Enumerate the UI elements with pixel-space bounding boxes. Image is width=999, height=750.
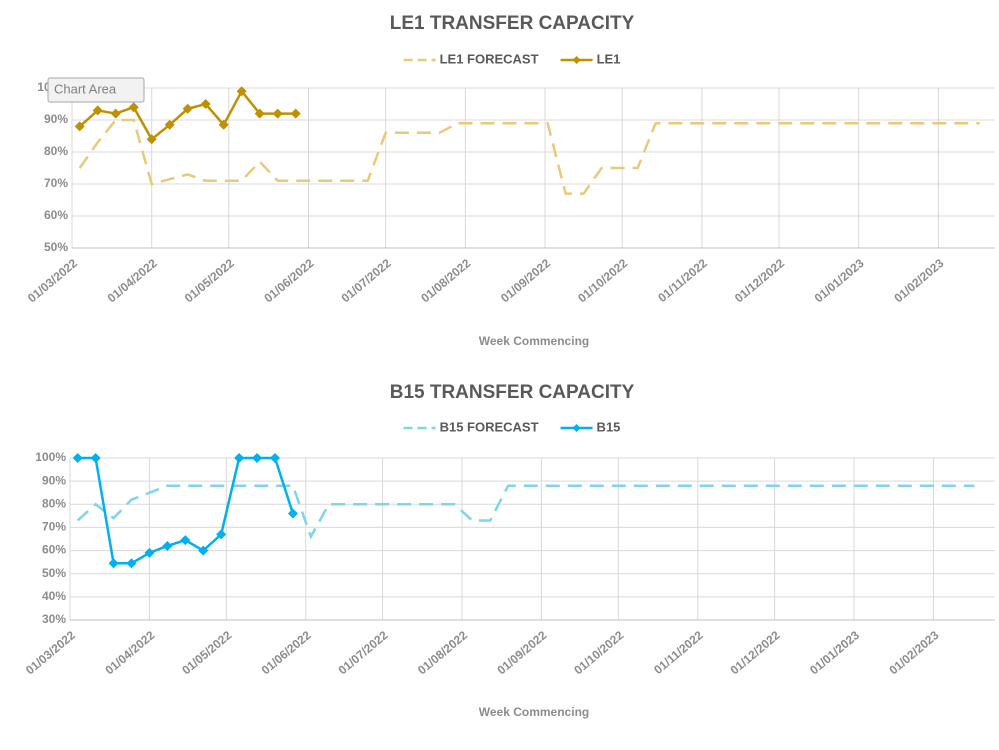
y-tick-label: 100% xyxy=(35,450,66,464)
y-tick-label: 50% xyxy=(44,240,68,254)
x-tick-label: 01/02/2023 xyxy=(891,256,946,306)
data-point xyxy=(180,535,191,546)
data-point xyxy=(216,529,227,540)
x-axis-title: Week Commencing xyxy=(479,334,589,348)
x-tick-label: 01/08/2022 xyxy=(415,628,470,678)
y-tick-label: 60% xyxy=(44,208,68,222)
x-tick-label: 01/03/2022 xyxy=(25,256,80,306)
data-point xyxy=(72,453,83,463)
y-tick-label: 90% xyxy=(42,473,66,487)
data-point xyxy=(236,86,247,97)
tooltip-text: Chart Area xyxy=(54,81,117,96)
data-point xyxy=(110,108,121,119)
legend-label: LE1 xyxy=(597,51,621,66)
x-tick-label: 01/11/2022 xyxy=(655,256,710,305)
legend-marker xyxy=(572,424,581,432)
x-tick-label: 01/02/2023 xyxy=(886,628,941,678)
x-tick-label: 01/09/2022 xyxy=(494,628,549,678)
x-tick-label: 01/07/2022 xyxy=(339,256,394,306)
x-tick-label: 01/04/2022 xyxy=(105,256,160,306)
y-tick-label: 40% xyxy=(42,589,66,603)
series-line xyxy=(76,484,975,540)
chart-title: LE1 TRANSFER CAPACITY xyxy=(390,13,635,34)
x-tick-label: 01/10/2022 xyxy=(571,628,626,678)
series-line xyxy=(78,118,980,195)
y-tick-label: 90% xyxy=(44,112,68,126)
x-tick-label: 01/10/2022 xyxy=(575,256,630,306)
x-tick-label: 01/01/2023 xyxy=(807,628,862,678)
legend-marker xyxy=(572,56,581,64)
data-point xyxy=(126,558,137,569)
y-tick-label: 80% xyxy=(42,496,66,510)
data-point xyxy=(146,134,157,145)
legend-label: LE1 FORECAST xyxy=(440,51,539,66)
x-tick-label: 01/06/2022 xyxy=(261,256,316,306)
y-tick-label: 70% xyxy=(44,176,68,190)
data-point xyxy=(198,545,209,556)
data-point xyxy=(269,453,280,463)
x-tick-label: 01/09/2022 xyxy=(498,256,553,306)
data-point xyxy=(252,453,263,463)
data-point xyxy=(200,99,211,109)
y-tick-label: 50% xyxy=(42,566,66,580)
data-point xyxy=(74,121,85,132)
data-point xyxy=(254,108,265,119)
data-point xyxy=(290,108,301,119)
x-tick-label: 01/11/2022 xyxy=(651,628,706,677)
legend-label: B15 xyxy=(597,419,621,434)
legend: LE1 FORECAST LE1 xyxy=(403,51,621,66)
y-tick-label: 70% xyxy=(42,520,66,534)
y-tick-label: 30% xyxy=(42,612,66,626)
series-line xyxy=(77,456,295,565)
data-point xyxy=(182,103,193,114)
x-tick-label: 01/01/2023 xyxy=(812,256,867,306)
data-point xyxy=(287,508,298,519)
x-axis-title: Week Commencing xyxy=(479,705,589,719)
data-point xyxy=(144,547,155,558)
legend: B15 FORECAST B15 xyxy=(403,419,621,434)
x-tick-label: 01/05/2022 xyxy=(179,628,234,678)
chart-title: B15 TRANSFER CAPACITY xyxy=(390,382,635,403)
data-point xyxy=(272,108,283,119)
data-point xyxy=(92,105,103,116)
x-tick-label: 01/12/2022 xyxy=(732,256,787,306)
x-tick-label: 01/03/2022 xyxy=(23,628,78,678)
data-point xyxy=(128,102,139,113)
data-point xyxy=(164,119,175,130)
x-tick-label: 01/08/2022 xyxy=(418,256,473,306)
y-tick-label: 80% xyxy=(44,144,68,158)
x-tick-label: 01/07/2022 xyxy=(336,628,391,678)
data-point xyxy=(108,558,119,569)
tooltip-box xyxy=(47,77,145,103)
x-tick-label: 01/04/2022 xyxy=(102,628,157,678)
data-point xyxy=(218,119,229,130)
data-point xyxy=(90,453,101,463)
data-point xyxy=(234,453,245,463)
y-tick-label: 60% xyxy=(42,543,66,557)
data-point xyxy=(162,540,173,551)
x-tick-label: 01/12/2022 xyxy=(728,628,783,678)
x-tick-label: 01/05/2022 xyxy=(182,256,237,306)
legend-label: B15 FORECAST xyxy=(440,419,539,434)
x-tick-label: 01/06/2022 xyxy=(259,628,314,678)
